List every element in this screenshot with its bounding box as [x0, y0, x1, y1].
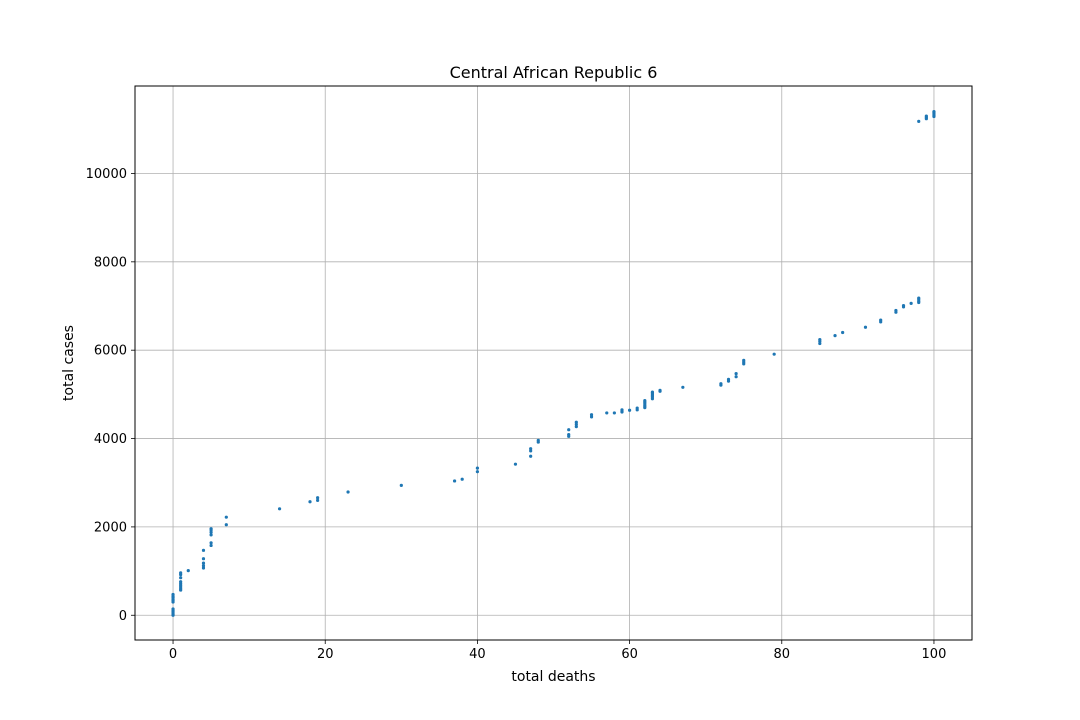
data-point — [224, 515, 228, 519]
data-point — [932, 110, 936, 114]
data-point — [529, 447, 533, 451]
data-point — [346, 490, 350, 494]
data-point — [475, 470, 480, 474]
data-point — [209, 530, 213, 534]
data-points — [171, 110, 936, 617]
x-axis-ticks: 0 20 40 60 80 100 — [169, 640, 946, 662]
data-point — [658, 388, 662, 392]
data-point — [726, 377, 731, 381]
data-point — [917, 119, 921, 123]
data-point — [529, 449, 533, 453]
data-point — [186, 569, 190, 573]
y-tick-label: 6000 — [94, 344, 127, 359]
data-point — [201, 548, 206, 552]
data-point — [574, 420, 578, 424]
y-tick-label: 2000 — [94, 520, 127, 535]
y-tick-label: 4000 — [94, 432, 127, 447]
data-point — [589, 415, 594, 419]
data-point — [635, 406, 639, 410]
data-point — [650, 390, 655, 394]
data-point — [460, 477, 464, 481]
data-point — [224, 523, 228, 527]
data-point — [574, 425, 578, 429]
data-point — [567, 428, 571, 432]
data-point — [567, 432, 571, 437]
data-point — [924, 114, 928, 118]
data-point — [734, 372, 738, 376]
data-point — [513, 462, 518, 466]
data-point — [643, 398, 647, 403]
data-point — [742, 358, 746, 362]
data-point — [833, 334, 837, 338]
data-point — [475, 466, 480, 470]
data-point — [209, 541, 213, 545]
data-point — [179, 571, 183, 575]
data-point — [209, 527, 213, 531]
y-axis-ticks: 0 2000 4000 6000 8000 10000 — [86, 167, 135, 624]
data-point — [719, 382, 723, 386]
chart-title: Central African Republic 6 — [450, 63, 658, 82]
y-tick-label: 10000 — [86, 167, 127, 182]
data-point — [399, 483, 403, 487]
data-point — [171, 607, 175, 611]
data-point — [605, 411, 609, 415]
x-tick-label: 0 — [169, 647, 177, 662]
data-point — [863, 325, 868, 329]
x-axis-title: total deaths — [511, 669, 595, 685]
y-tick-label: 8000 — [94, 255, 127, 270]
data-point — [841, 330, 845, 335]
data-point — [452, 479, 457, 483]
x-tick-label: 60 — [621, 647, 638, 662]
data-point — [201, 561, 206, 565]
data-point — [818, 337, 822, 342]
data-point — [179, 580, 183, 584]
data-point — [209, 543, 213, 548]
data-point — [772, 352, 776, 356]
data-point — [901, 303, 906, 308]
data-point — [201, 557, 206, 561]
data-point — [201, 566, 206, 570]
data-point — [917, 296, 921, 300]
data-point — [536, 438, 540, 442]
data-point — [589, 413, 594, 417]
x-tick-label: 100 — [922, 647, 947, 662]
data-point — [308, 500, 312, 504]
data-point — [171, 592, 175, 597]
data-point — [529, 454, 533, 458]
y-axis-title: total cases — [61, 325, 77, 401]
plot-frame — [134, 85, 973, 641]
data-point — [574, 422, 578, 427]
data-point — [179, 576, 183, 580]
data-point — [818, 341, 822, 346]
data-point — [879, 318, 883, 322]
data-point — [612, 411, 616, 415]
data-point — [909, 301, 913, 305]
x-tick-label: 80 — [773, 647, 790, 662]
x-tick-label: 40 — [469, 647, 486, 662]
data-point — [316, 498, 320, 502]
data-point — [201, 564, 206, 568]
data-point — [734, 375, 738, 379]
x-tick-label: 20 — [317, 647, 334, 662]
data-point — [277, 507, 282, 511]
data-point — [209, 533, 213, 537]
data-point — [316, 496, 320, 500]
data-point — [627, 408, 632, 412]
data-point — [620, 408, 624, 412]
data-point — [681, 385, 685, 389]
grid-lines — [135, 86, 972, 640]
data-point — [894, 308, 898, 313]
y-tick-label: 0 — [119, 609, 127, 624]
